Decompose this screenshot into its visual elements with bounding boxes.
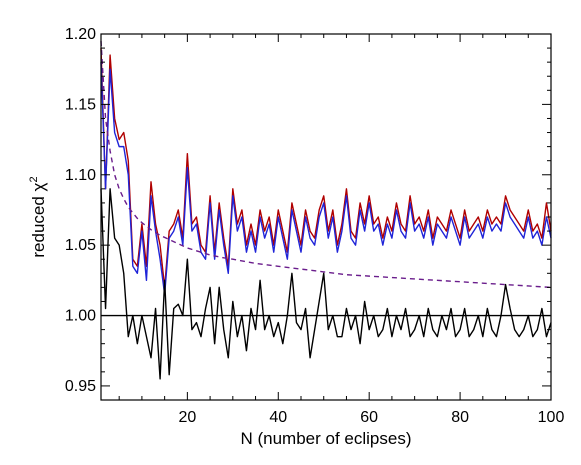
y-tick-label: 0.95 [65,378,96,395]
x-tick-label: 60 [360,409,378,426]
series-layer [100,40,552,380]
series-line-3 [100,188,552,380]
series-line-4 [100,40,552,289]
series-line-1 [100,48,552,289]
x-tick-label: 100 [538,409,565,426]
y-axis-label-sup: 2 [28,176,40,182]
x-tick-label: 20 [178,409,196,426]
y-axis-label-main: reduced χ [29,182,48,257]
y-axis-label: reduced χ2 [28,176,48,257]
x-tick-label: 80 [451,409,469,426]
y-tick-label: 1.00 [65,308,96,325]
x-axis-label: N (number of eclipses) [240,429,411,448]
y-tick-label: 1.10 [65,167,96,184]
ticks-layer: 20 40 60 80 100 0.95 1.00 1.05 1.10 1.15 1.20 [65,26,565,426]
series-line-2 [100,62,552,296]
x-tick-label: 40 [269,409,287,426]
y-tick-label: 1.20 [65,26,96,43]
y-tick-label: 1.05 [65,237,96,254]
y-tick-label: 1.15 [65,96,96,113]
